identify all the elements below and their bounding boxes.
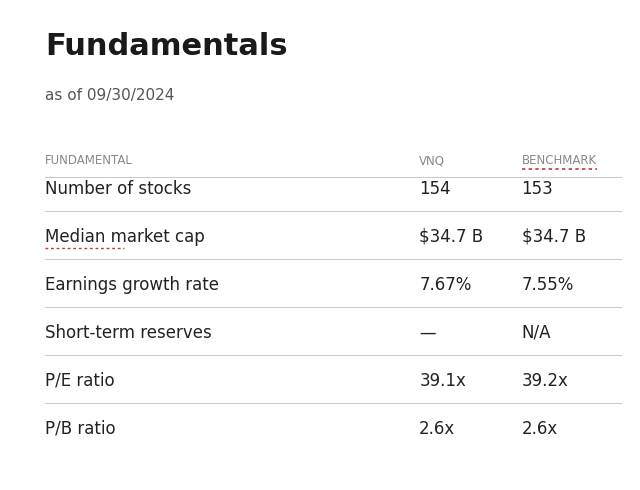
Text: N/A: N/A: [522, 324, 551, 342]
Text: FUNDAMENTAL: FUNDAMENTAL: [45, 154, 132, 168]
Text: 7.67%: 7.67%: [419, 276, 472, 294]
Text: $34.7 B: $34.7 B: [522, 228, 586, 245]
Text: 2.6x: 2.6x: [522, 420, 558, 438]
Text: Short-term reserves: Short-term reserves: [45, 324, 212, 342]
Text: 154: 154: [419, 180, 451, 197]
Text: 153: 153: [522, 180, 554, 197]
Text: Fundamentals: Fundamentals: [45, 32, 287, 61]
Text: 39.2x: 39.2x: [522, 372, 568, 390]
Text: Number of stocks: Number of stocks: [45, 180, 191, 197]
Text: 7.55%: 7.55%: [522, 276, 574, 294]
Text: P/B ratio: P/B ratio: [45, 420, 115, 438]
Text: 2.6x: 2.6x: [419, 420, 456, 438]
Text: —: —: [419, 324, 436, 342]
Text: Earnings growth rate: Earnings growth rate: [45, 276, 219, 294]
Text: P/E ratio: P/E ratio: [45, 372, 115, 390]
Text: as of 09/30/2024: as of 09/30/2024: [45, 88, 174, 103]
Text: VNQ: VNQ: [419, 154, 445, 168]
Text: $34.7 B: $34.7 B: [419, 228, 483, 245]
Text: Median market cap: Median market cap: [45, 228, 205, 245]
Text: BENCHMARK: BENCHMARK: [522, 154, 596, 168]
Text: 39.1x: 39.1x: [419, 372, 466, 390]
